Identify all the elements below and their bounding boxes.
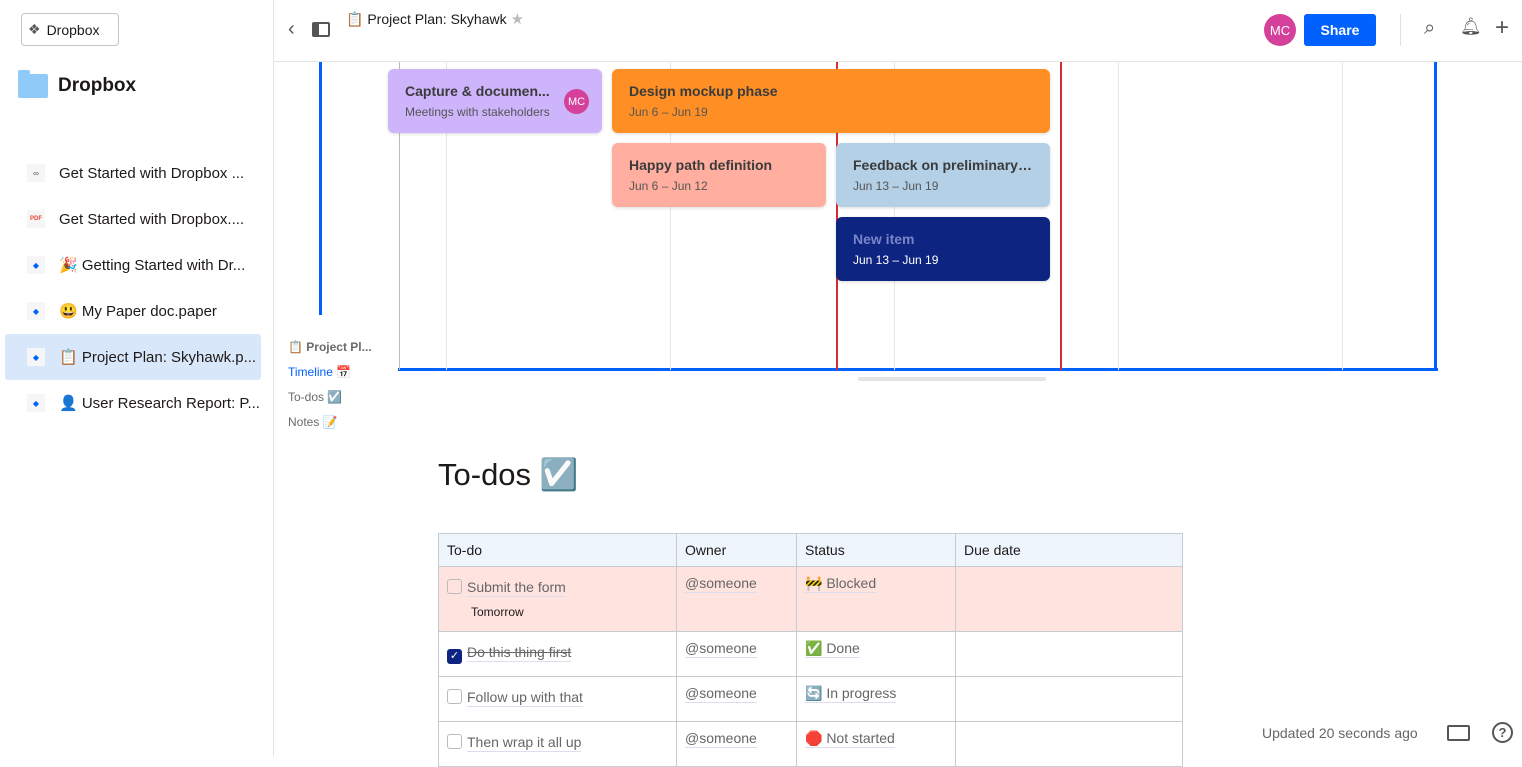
column-header: Status bbox=[796, 533, 956, 567]
todos-heading: To-dos ☑️ bbox=[438, 457, 579, 492]
column-header: Owner bbox=[676, 533, 797, 567]
horizontal-scrollbar[interactable] bbox=[858, 377, 1046, 381]
dropbox-logo-icon: ❖ bbox=[28, 21, 41, 37]
paper-icon: ◆ bbox=[27, 302, 45, 320]
file-item[interactable]: ◆ 👤 User Research Report: P... bbox=[5, 380, 261, 426]
timeline-item[interactable]: Design mockup phase Jun 6 – Jun 19 bbox=[612, 69, 1050, 133]
file-item[interactable]: ◆ 🎉 Getting Started with Dr... bbox=[5, 242, 261, 288]
timeline-border bbox=[1434, 62, 1437, 371]
paper-icon: ◆ bbox=[27, 394, 45, 412]
week-marker bbox=[1060, 62, 1062, 370]
owner[interactable]: @someone bbox=[685, 640, 757, 658]
due-date[interactable] bbox=[955, 721, 1183, 767]
checkbox-checked[interactable]: ✓ bbox=[447, 649, 462, 664]
dropbox-home-button[interactable]: ❖ Dropbox bbox=[21, 13, 119, 46]
week-marker bbox=[836, 62, 838, 370]
timeline-item[interactable]: Capture & documen... Meetings with stakeh… bbox=[388, 69, 602, 133]
timeline-item[interactable]: Feedback on preliminary ... Jun 13 – Jun … bbox=[836, 143, 1050, 207]
checkbox[interactable] bbox=[447, 689, 462, 704]
updated-status: Updated 20 seconds ago bbox=[1262, 725, 1418, 741]
grid-line bbox=[446, 62, 447, 370]
status[interactable]: ✅ Done bbox=[805, 640, 860, 658]
divider bbox=[1400, 14, 1401, 46]
pdf-icon: PDF bbox=[27, 210, 45, 228]
paper-icon: ◆ bbox=[27, 348, 45, 366]
doc-title: 📋 Project Plan: Skyhawk ★ bbox=[346, 10, 525, 29]
grid-line bbox=[1118, 62, 1119, 370]
due-date[interactable] bbox=[955, 676, 1183, 722]
due-date[interactable] bbox=[955, 631, 1183, 677]
table-row: ✓ Do this thing first @someone ✅ Done bbox=[438, 631, 1183, 677]
help-icon[interactable]: ? bbox=[1492, 722, 1513, 743]
toc-item[interactable]: To-dos ☑️ bbox=[288, 390, 343, 404]
paper-icon: ◆ bbox=[27, 256, 45, 274]
timeline-border bbox=[319, 62, 322, 315]
back-icon[interactable]: ‹ bbox=[288, 18, 295, 40]
status[interactable]: 🚧 Blocked bbox=[805, 575, 877, 593]
avatar[interactable]: MC bbox=[1264, 14, 1296, 46]
todo-table: To-do Owner Status Due date Submit the f… bbox=[438, 533, 1183, 767]
folder-icon bbox=[18, 70, 48, 98]
avatar: MC bbox=[564, 89, 589, 114]
owner[interactable]: @someone bbox=[685, 575, 757, 593]
file-item[interactable]: PDF Get Started with Dropbox.... bbox=[5, 196, 261, 242]
status[interactable]: 🛑 Not started bbox=[805, 730, 895, 748]
folder-title: Dropbox bbox=[18, 70, 136, 98]
due-note: Tomorrow bbox=[471, 605, 524, 619]
bell-icon[interactable]: 🔔︎ bbox=[1460, 17, 1482, 36]
grid-line bbox=[894, 62, 895, 370]
timeline-item[interactable]: Happy path definition Jun 6 – Jun 12 bbox=[612, 143, 826, 207]
file-item[interactable]: ∞ Get Started with Dropbox ... bbox=[5, 150, 261, 196]
column-header: Due date bbox=[955, 533, 1183, 567]
file-item-selected[interactable]: ◆ 📋 Project Plan: Skyhawk.p... bbox=[5, 334, 261, 380]
sidebar: ❖ Dropbox Dropbox ∞ Get Started with Dropb… bbox=[0, 0, 274, 756]
toc-item[interactable]: Timeline 📅 bbox=[288, 365, 352, 379]
due-date[interactable] bbox=[955, 566, 1183, 632]
sidebar-toggle-icon[interactable] bbox=[312, 22, 330, 37]
timeline-border bbox=[398, 368, 1438, 371]
file-item[interactable]: ◆ 😃 My Paper doc.paper bbox=[5, 288, 261, 334]
status[interactable]: 🔄 In progress bbox=[805, 685, 897, 703]
toc-item[interactable]: 📋 Project Pl... bbox=[288, 340, 372, 354]
table-row: Submit the form Tomorrow @someone 🚧 Block… bbox=[438, 566, 1183, 632]
star-icon[interactable]: ★ bbox=[510, 11, 525, 28]
toc-item[interactable]: Notes 📝 bbox=[288, 415, 338, 429]
grid-line bbox=[1342, 62, 1343, 370]
owner[interactable]: @someone bbox=[685, 730, 757, 748]
column-header: To-do bbox=[438, 533, 677, 567]
top-bar: ‹ 📋 Project Plan: Skyhawk ★ MC Share ⌕ 🔔︎… bbox=[274, 0, 1522, 62]
plus-icon[interactable]: + bbox=[1495, 14, 1510, 41]
table-row: Then wrap it all up @someone 🛑 Not start… bbox=[438, 721, 1183, 767]
search-icon[interactable]: ⌕ bbox=[1424, 17, 1436, 39]
grid-line bbox=[399, 62, 400, 370]
checkbox[interactable] bbox=[447, 734, 462, 749]
share-button[interactable]: Share bbox=[1304, 14, 1376, 46]
owner[interactable]: @someone bbox=[685, 685, 757, 703]
table-row: Follow up with that @someone 🔄 In progre… bbox=[438, 676, 1183, 722]
timeline-item[interactable]: New item Jun 13 – Jun 19 bbox=[836, 217, 1050, 281]
checkbox[interactable] bbox=[447, 579, 462, 594]
grid-line bbox=[670, 62, 671, 370]
link-icon: ∞ bbox=[27, 164, 45, 182]
keyboard-icon[interactable] bbox=[1447, 725, 1470, 741]
